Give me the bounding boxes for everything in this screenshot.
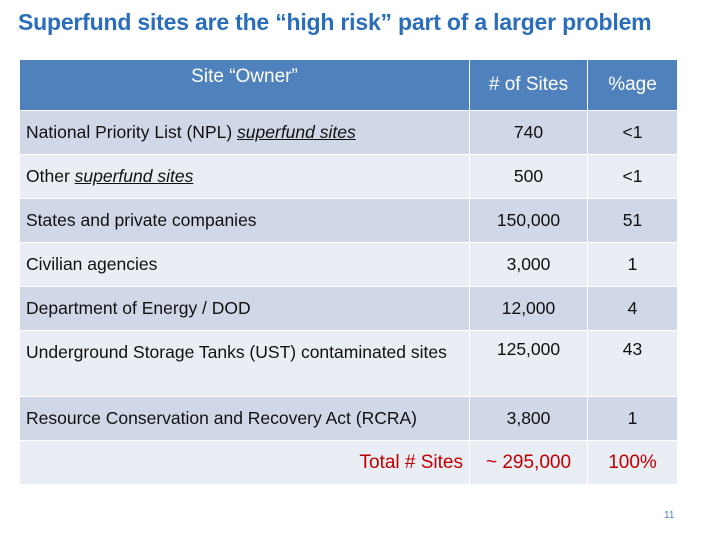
row-count: 500 (469, 154, 588, 199)
row-label: Underground Storage Tanks (UST) contamin… (19, 330, 470, 397)
row-label: National Priority List (NPL) superfund s… (19, 110, 470, 155)
table-row: Civilian agencies 3,000 1 (19, 242, 678, 287)
row-percent: 4 (587, 286, 678, 331)
row-percent: 1 (587, 396, 678, 441)
slide-title: Superfund sites are the “high risk” part… (18, 9, 652, 35)
total-count: ~ 295,000 (469, 440, 588, 485)
row-label: Civilian agencies (19, 242, 470, 287)
row-count: 12,000 (469, 286, 588, 331)
table-row: Department of Energy / DOD 12,000 4 (19, 286, 678, 331)
row-percent: 43 (587, 330, 678, 397)
row-label: States and private companies (19, 198, 470, 243)
header-site-owner: Site “Owner” (19, 59, 470, 111)
row-label: Resource Conservation and Recovery Act (… (19, 396, 470, 441)
table-row: States and private companies 150,000 51 (19, 198, 678, 243)
sites-table: Site “Owner” # of Sites %age National Pr… (19, 59, 678, 485)
row-count: 740 (469, 110, 588, 155)
page-number: 11 (664, 510, 675, 521)
total-percent: 100% (587, 440, 678, 485)
table-row: National Priority List (NPL) superfund s… (19, 110, 678, 155)
header-percentage: %age (587, 59, 678, 111)
total-row: Total # Sites ~ 295,000 100% (19, 440, 678, 485)
row-percent: 1 (587, 242, 678, 287)
row-count: 125,000 (469, 330, 588, 397)
header-row: Site “Owner” # of Sites %age (19, 59, 678, 111)
row-label: Other superfund sites (19, 154, 470, 199)
table-row: Other superfund sites 500 <1 (19, 154, 678, 199)
row-percent: <1 (587, 110, 678, 155)
row-count: 150,000 (469, 198, 588, 243)
row-percent: <1 (587, 154, 678, 199)
header-site-count: # of Sites (469, 59, 588, 111)
table-row: Resource Conservation and Recovery Act (… (19, 396, 678, 441)
row-count: 3,800 (469, 396, 588, 441)
row-count: 3,000 (469, 242, 588, 287)
row-percent: 51 (587, 198, 678, 243)
total-label: Total # Sites (19, 440, 470, 485)
row-label: Department of Energy / DOD (19, 286, 470, 331)
table-row: Underground Storage Tanks (UST) contamin… (19, 330, 678, 397)
